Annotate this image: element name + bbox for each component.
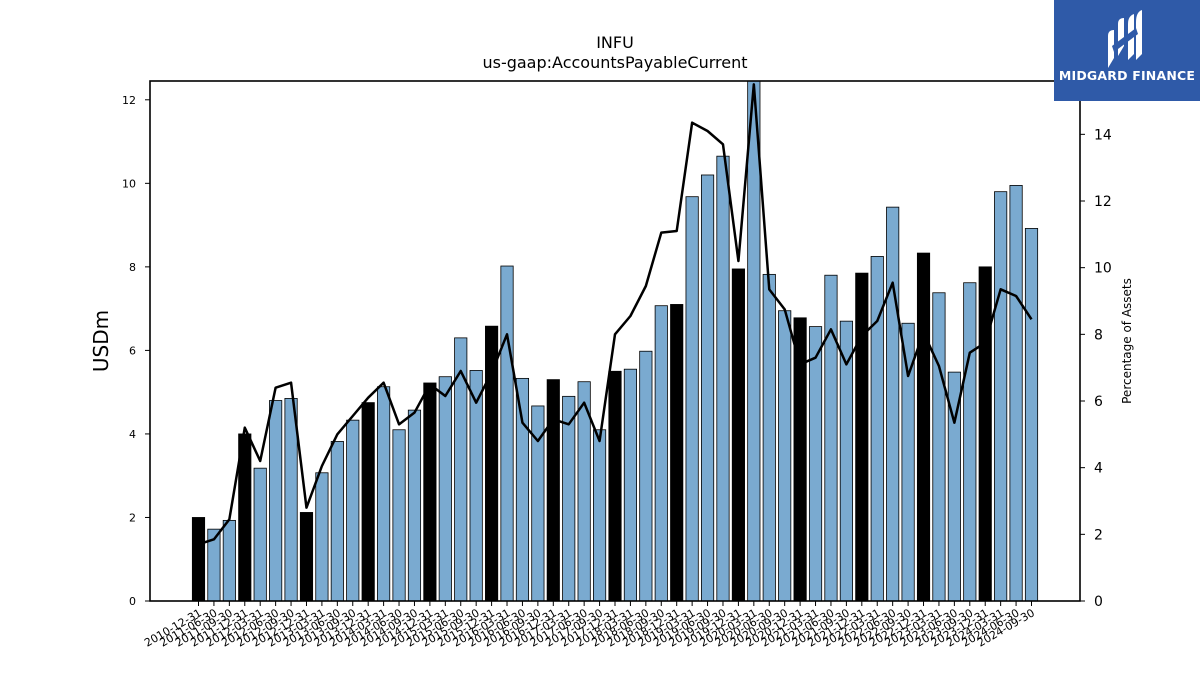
bar bbox=[407, 409, 422, 602]
bar bbox=[299, 512, 314, 602]
bar bbox=[916, 252, 931, 602]
logo-name: MIDGARD FINANCE bbox=[1058, 68, 1196, 83]
y2-tick-label: 12 bbox=[1094, 194, 1112, 210]
y2-tick-label: 14 bbox=[1094, 127, 1112, 143]
bar bbox=[392, 429, 406, 602]
bar bbox=[377, 386, 391, 602]
y-tick-label: 8 bbox=[129, 261, 136, 274]
y2-tick-label: 8 bbox=[1094, 327, 1103, 343]
bar bbox=[778, 310, 792, 602]
left-axis: 0 2 4 6 8 10 12 bbox=[122, 94, 150, 608]
bar bbox=[284, 398, 298, 602]
y-tick-label: 2 bbox=[129, 511, 136, 524]
bar bbox=[855, 272, 869, 602]
bar bbox=[639, 350, 653, 602]
line-layer bbox=[198, 83, 1033, 546]
bar bbox=[330, 441, 344, 602]
bar bbox=[978, 266, 992, 602]
bar bbox=[253, 467, 267, 602]
bar bbox=[623, 368, 638, 602]
bar bbox=[685, 196, 699, 602]
bar bbox=[716, 155, 730, 602]
bar bbox=[1009, 185, 1023, 602]
bar bbox=[654, 305, 668, 602]
y-tick-label: 6 bbox=[129, 344, 136, 357]
bar bbox=[886, 206, 900, 602]
bar bbox=[515, 377, 530, 602]
bar bbox=[994, 191, 1008, 602]
right-axis: 0 2 4 6 8 10 12 14 bbox=[1080, 127, 1112, 610]
y-tick-label: 12 bbox=[122, 94, 136, 107]
bar bbox=[670, 304, 684, 602]
y2-tick-label: 2 bbox=[1094, 527, 1103, 543]
bar bbox=[222, 519, 236, 602]
bar bbox=[500, 265, 514, 602]
bar bbox=[361, 402, 375, 602]
y2-tick-label: 4 bbox=[1094, 461, 1103, 477]
y-tick-label: 10 bbox=[122, 177, 136, 190]
bar bbox=[963, 282, 977, 602]
bar bbox=[469, 370, 483, 602]
bar bbox=[731, 268, 745, 602]
y-tick-label: 0 bbox=[129, 595, 136, 608]
bar bbox=[562, 395, 576, 602]
bar bbox=[700, 174, 715, 602]
bar bbox=[438, 376, 452, 602]
bar bbox=[315, 472, 329, 602]
chart-title: INFU bbox=[596, 33, 634, 52]
percentage-line bbox=[198, 83, 1033, 546]
bar bbox=[932, 292, 946, 602]
y-tick-label: 4 bbox=[129, 428, 136, 441]
bar bbox=[762, 273, 776, 602]
x-axis: 2010-12-312011-06-302011-09-302011-12-31… bbox=[142, 601, 1037, 650]
logo: MIDGARD FINANCE bbox=[1054, 0, 1200, 101]
bar bbox=[485, 325, 499, 602]
y2-axis-label: Percentage of Assets bbox=[1120, 278, 1134, 404]
logo-mark-icon bbox=[1108, 10, 1142, 68]
y2-tick-label: 6 bbox=[1094, 394, 1103, 410]
bar bbox=[546, 379, 560, 602]
bar bbox=[593, 429, 607, 602]
bar bbox=[608, 370, 622, 602]
bar bbox=[423, 382, 437, 602]
y-axis-label: USDm bbox=[89, 310, 113, 372]
bar bbox=[747, 80, 761, 602]
bar bbox=[269, 400, 283, 602]
y2-tick-label: 10 bbox=[1094, 261, 1112, 277]
chart-subtitle: us-gaap:AccountsPayableCurrent bbox=[482, 53, 747, 72]
bar bbox=[346, 419, 360, 602]
bar bbox=[808, 326, 823, 602]
y2-tick-label: 0 bbox=[1094, 594, 1103, 610]
bar bbox=[1024, 228, 1039, 602]
bar bbox=[824, 274, 838, 602]
bar bbox=[191, 517, 206, 602]
